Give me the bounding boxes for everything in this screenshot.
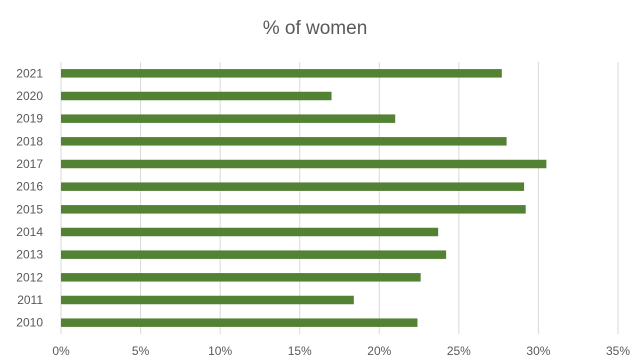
y-tick-label: 2021: [16, 66, 43, 80]
bar-2011: [61, 295, 354, 305]
bar-2010: [61, 318, 418, 327]
y-tick-label: 2015: [16, 202, 43, 216]
bar-2013: [61, 250, 447, 259]
chart-title: % of women: [262, 18, 368, 39]
y-tick-label: 2016: [16, 180, 43, 194]
y-tick-label: 2020: [16, 89, 43, 103]
bar-2019: [61, 114, 396, 123]
bar-2018: [61, 137, 507, 146]
x-tick-label: 25%: [447, 344, 471, 358]
bar-2015: [61, 205, 526, 214]
bar-2012: [61, 273, 421, 282]
y-axis-labels: 2021 2020 2019 2018 2017 2016 2015 2014 2013 2012…: [16, 66, 43, 329]
x-tick-label: 20%: [367, 344, 391, 358]
y-tick-label: 2012: [16, 270, 43, 284]
bar-2020: [61, 91, 332, 101]
x-tick-label: 0%: [52, 344, 70, 358]
bar-2017: [61, 159, 547, 169]
x-tick-label: 10%: [208, 344, 232, 358]
x-tick-label: 5%: [132, 344, 150, 358]
y-tick-label: 2013: [16, 248, 43, 262]
x-tick-label: 35%: [606, 344, 630, 358]
y-tick-label: 2019: [16, 112, 43, 126]
bars: [61, 69, 547, 327]
bar-2014: [61, 227, 439, 237]
grid-lines: [60, 62, 619, 334]
y-tick-label: 2014: [16, 225, 43, 239]
y-tick-label: 2018: [16, 134, 43, 148]
x-tick-label: 15%: [288, 344, 312, 358]
y-tick-label: 2010: [16, 316, 43, 330]
x-tick-label: 30%: [526, 344, 550, 358]
x-axis-labels: 0% 5% 10% 15% 20% 25% 30% 35%: [52, 344, 630, 358]
y-tick-label: 2017: [16, 157, 43, 171]
bar-2016: [61, 182, 525, 191]
bar-2021: [61, 69, 502, 78]
y-tick-label: 2011: [17, 293, 43, 307]
